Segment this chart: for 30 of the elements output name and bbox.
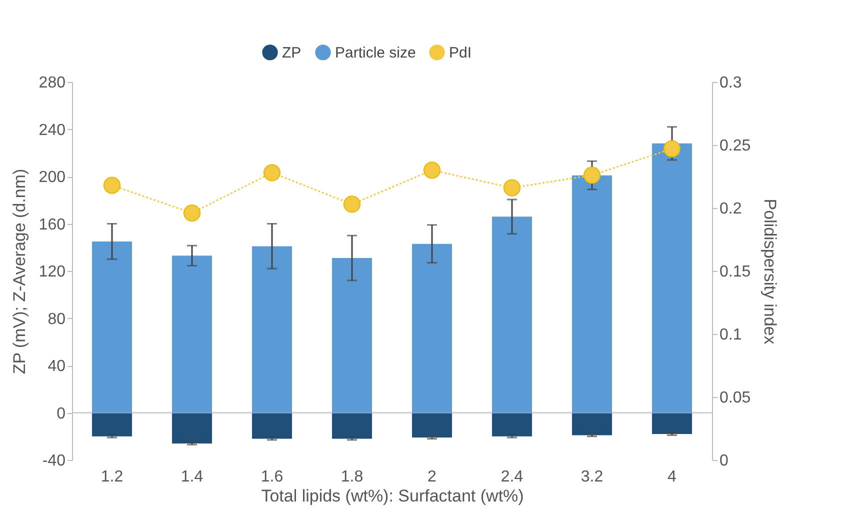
y-tick-label: 80 [48,310,66,328]
y-tick-label: 160 [38,216,66,234]
x-tick-label: 4 [668,468,677,486]
x-tick-label: 1.6 [260,468,284,486]
y2-tick-label: 0.25 [720,138,751,154]
x-tick-label: 1.4 [180,468,204,486]
y2-tick-label: 0 [720,452,728,470]
x-tick-label: 2 [428,468,437,486]
y-axis-title: ZP (mV); Z-Average (d.nm) [10,168,29,374]
y-tick-label: 0 [56,405,66,422]
x-tick-label: 1.8 [340,468,364,486]
legend-label: ZP [282,44,302,62]
y2-tick-label: 0.1 [720,326,742,344]
legend-label: Particle size [335,44,416,62]
y2-tick-label: 0.2 [720,200,742,218]
y2-tick-label: 0.05 [720,390,751,406]
x-tick-label: 2.4 [500,468,524,486]
y2-tick-label: 0.3 [720,74,742,92]
y-tick-label: 280 [38,74,66,92]
y-tick-label: 240 [38,122,66,139]
x-tick-label: 3.2 [580,468,604,486]
x-axis-title: Total lipids (wt%): Surfactant (wt%) [261,486,524,506]
y-tick-label: 200 [38,169,66,186]
y-tick-label: 120 [38,264,66,280]
y2-axis-title: Polidispersity index [760,198,780,345]
y2-tick-label: 0.15 [720,264,751,280]
x-tick-label: 1.2 [100,468,124,486]
y-tick-label: -40 [42,452,66,470]
y-tick-label: 40 [48,358,66,375]
legend-label: PdI [449,44,472,62]
